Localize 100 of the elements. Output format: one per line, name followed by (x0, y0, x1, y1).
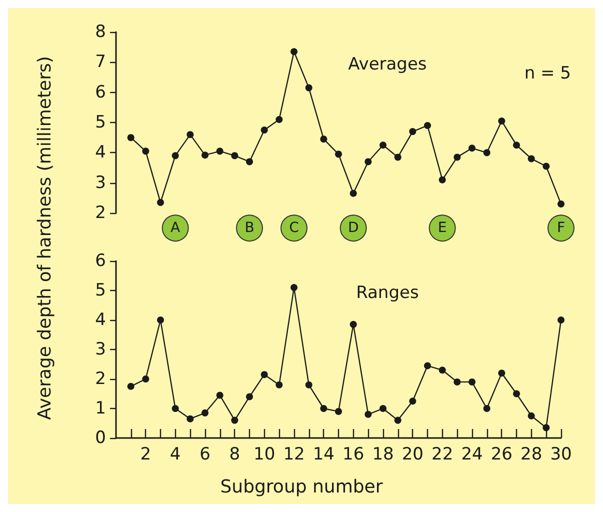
point (202, 152, 208, 159)
point (438, 366, 446, 374)
x-tick-label: 10 (254, 444, 276, 464)
x-tick-label: 30 (550, 444, 572, 464)
y-tick-label: 4 (95, 310, 106, 330)
y-tick-label: 5 (95, 112, 106, 132)
x-tick-label: 2 (140, 444, 152, 464)
point (558, 316, 564, 324)
point (127, 134, 134, 142)
point (335, 408, 342, 415)
point (528, 155, 535, 162)
point (394, 154, 402, 161)
point (558, 200, 564, 208)
point (409, 128, 416, 136)
y-axis-title: Average depth of hardness (millimeters) (34, 56, 56, 420)
point (157, 198, 164, 206)
point (394, 416, 402, 424)
y-tick-label: 2 (95, 203, 106, 223)
point (320, 405, 328, 412)
annotation: D (348, 220, 359, 236)
point (454, 154, 461, 161)
point (483, 149, 490, 156)
text: Averages (348, 54, 427, 75)
point (409, 398, 416, 405)
point (186, 415, 194, 422)
x-tick-label: 24 (461, 444, 483, 464)
point (320, 136, 328, 143)
x-tick-label: 26 (490, 444, 512, 464)
point (276, 116, 283, 123)
point (305, 381, 312, 388)
point (172, 152, 179, 160)
y-tick-label: 3 (95, 340, 106, 360)
point (542, 162, 550, 170)
point (290, 48, 298, 56)
x-tick-label: 14 (312, 444, 334, 464)
point (216, 148, 224, 155)
point (483, 405, 490, 412)
point (157, 316, 164, 324)
y-tick-label: 6 (95, 82, 106, 102)
point (246, 393, 253, 400)
y-tick-label: 7 (95, 52, 106, 72)
point (542, 424, 550, 432)
y-tick-label: 0 (95, 428, 106, 448)
point (305, 84, 312, 92)
point (290, 284, 298, 292)
point (260, 371, 268, 378)
point (513, 390, 520, 398)
point (127, 382, 134, 390)
point (231, 416, 238, 424)
annotation: n = 5 (524, 64, 571, 84)
y-tick-label: 3 (95, 172, 106, 193)
point (350, 320, 357, 328)
x-tick-label: 6 (200, 444, 210, 464)
point (364, 410, 372, 418)
point (142, 376, 150, 382)
series-label: Ranges (356, 282, 419, 303)
y-tick-label: 6 (95, 251, 106, 271)
point (424, 122, 431, 130)
point (246, 158, 253, 166)
point (335, 150, 342, 158)
x-tick-label: 16 (342, 444, 364, 464)
annotation: E (438, 220, 447, 236)
point (468, 378, 476, 386)
x-tick-label: 12 (283, 444, 305, 464)
point (260, 126, 268, 134)
x-tick-label: 4 (170, 444, 181, 464)
point (380, 142, 386, 149)
point (202, 409, 208, 416)
x-axis-title: Subgroup number (220, 476, 384, 498)
x-tick-label: 8 (229, 444, 240, 464)
annotation: B (244, 220, 254, 236)
point (186, 131, 194, 138)
point (424, 362, 431, 370)
annotation: A (170, 220, 181, 236)
annotation: F (556, 220, 566, 236)
point (498, 117, 506, 124)
point (438, 176, 446, 184)
x-tick-label: 20 (402, 444, 424, 464)
point (364, 158, 372, 166)
y-tick-label: 2 (95, 369, 106, 389)
y-tick-label: 5 (95, 280, 106, 300)
point (276, 381, 283, 388)
point (528, 412, 535, 420)
annotation: C (289, 220, 300, 236)
point (380, 405, 386, 412)
x-tick-label: 18 (372, 444, 394, 464)
x-tick-label: 28 (520, 444, 542, 464)
point (231, 152, 238, 160)
y-tick-label: 4 (95, 142, 106, 163)
point (172, 405, 179, 412)
point (498, 370, 506, 377)
point (350, 190, 357, 197)
point (513, 142, 520, 149)
x-tick-label: 22 (432, 444, 454, 464)
y-tick-label: 1 (95, 398, 106, 418)
point (142, 148, 150, 155)
point (468, 144, 476, 152)
point (454, 378, 461, 386)
point (216, 392, 224, 399)
y-tick-label: 8 (95, 22, 106, 42)
